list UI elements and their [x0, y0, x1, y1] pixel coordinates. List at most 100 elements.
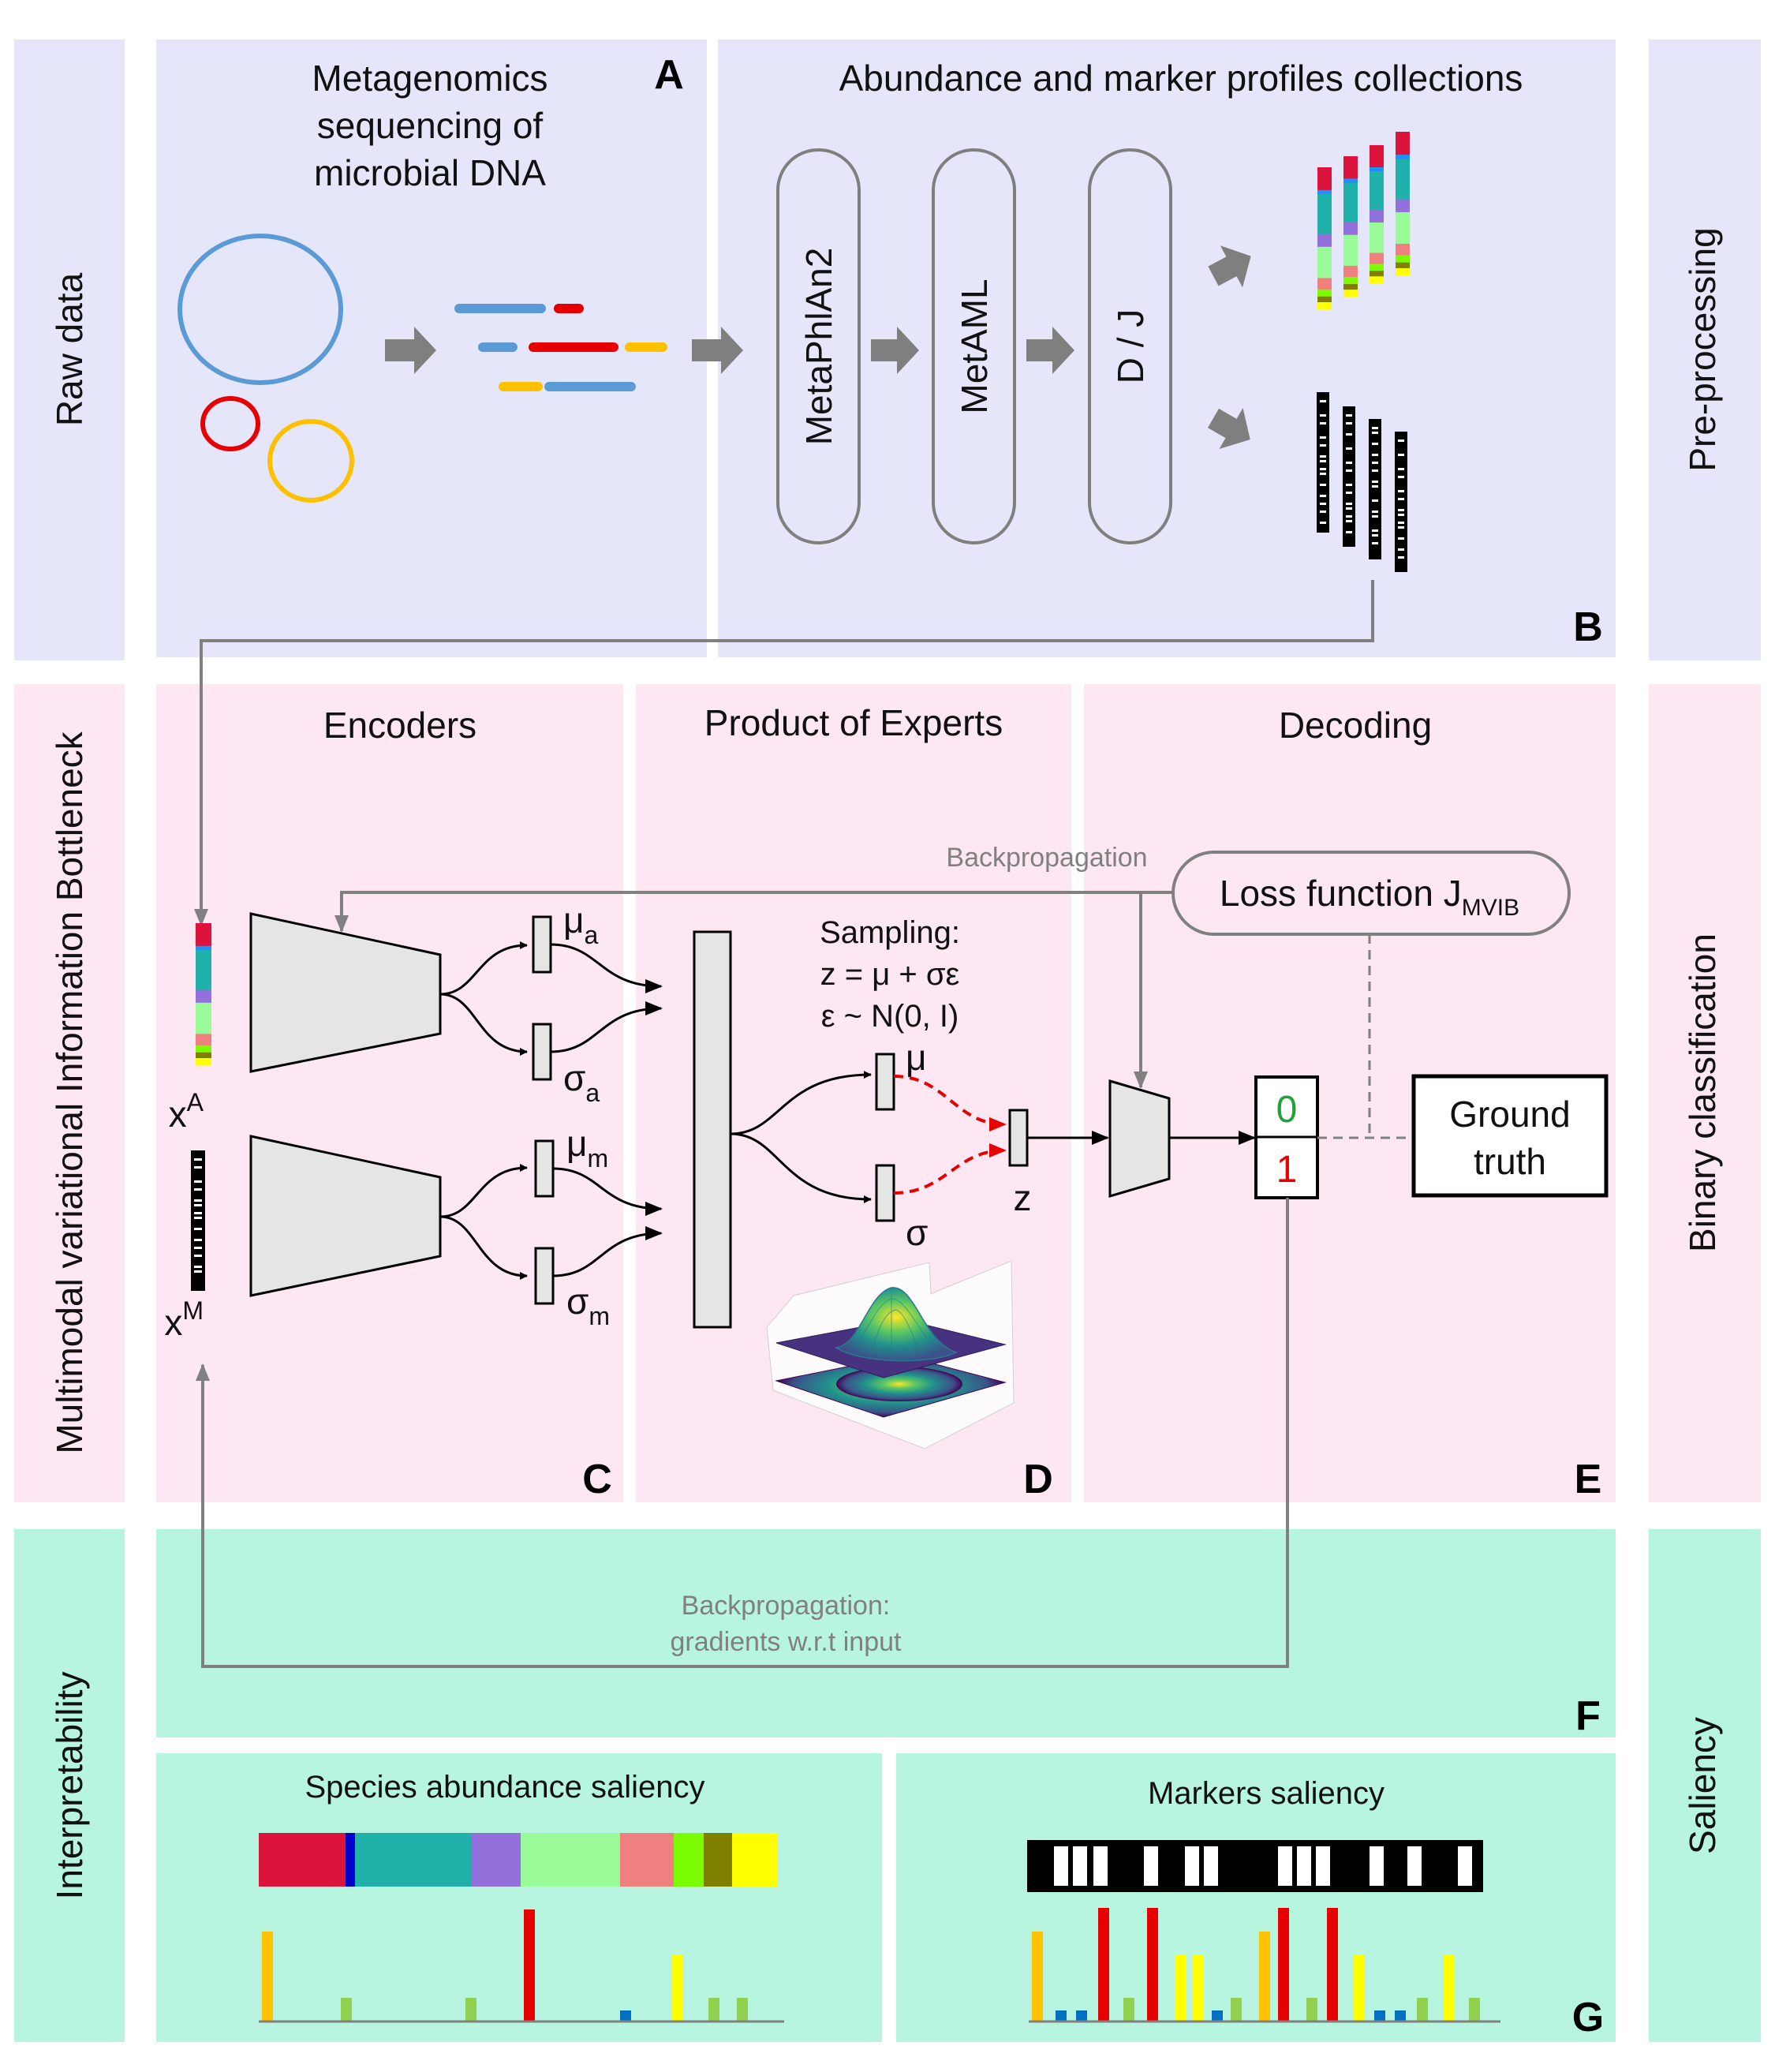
- ground-truth-box: [1411, 1074, 1609, 1198]
- stack-segment: [1343, 277, 1358, 285]
- marker-tick: [1372, 427, 1378, 429]
- marker-tick: [1372, 443, 1378, 445]
- marker-tick: [1372, 454, 1378, 456]
- marker-tick: [194, 1166, 202, 1169]
- stack-segment: [1343, 156, 1358, 179]
- marker-tick: [1372, 542, 1378, 544]
- marker-tick: [1346, 492, 1352, 494]
- marker-tick: [1372, 432, 1378, 434]
- species-segment: [620, 1833, 674, 1887]
- marker-presence-bar: [1027, 1840, 1483, 1892]
- marker-tick: [1320, 436, 1326, 439]
- marker-white-band: [1054, 1846, 1068, 1886]
- pre-processing-label: Pre-processing: [1682, 227, 1723, 471]
- marker-saliency-bar: [1278, 1908, 1289, 2022]
- marker-tick: [1398, 468, 1404, 470]
- species-saliency-bar: [737, 1998, 748, 2022]
- species-saliency-bar: [708, 1998, 719, 2022]
- stack-segment: [1317, 194, 1332, 218]
- stack-segment: [1343, 234, 1358, 252]
- species-saliency-bars: [262, 1909, 748, 2022]
- stack-segment: [1396, 243, 1410, 256]
- marker-tick: [1372, 529, 1378, 532]
- stack-segment: [1370, 193, 1384, 211]
- stack-segment: [1370, 271, 1384, 277]
- input-xa-label: xA: [169, 1088, 204, 1135]
- species-segment: [674, 1833, 704, 1887]
- marker-tick: [1346, 484, 1352, 486]
- panel-e-title: Decoding: [1279, 705, 1432, 746]
- connector-profiles-to-input: [194, 580, 1374, 926]
- poe-layer: [693, 930, 732, 1329]
- species-saliency-bar: [262, 1932, 273, 2022]
- marker-tick: [1320, 522, 1326, 524]
- stack-segment: [1396, 155, 1410, 160]
- joint-mu-label: μ: [906, 1037, 927, 1078]
- marker-saliency-bar: [1417, 1998, 1428, 2022]
- stack-segment: [1370, 276, 1384, 284]
- stack-segment: [196, 1045, 211, 1053]
- panel-d-letter: D: [1023, 1457, 1053, 1502]
- marker-tick: [1372, 515, 1378, 518]
- sampling-line-3: ε ~ N(0, I): [821, 999, 959, 1034]
- sigma-a-label: σa: [563, 1057, 600, 1107]
- marker-tick: [1320, 503, 1326, 505]
- marker-tick: [1398, 498, 1404, 500]
- dna-circle-yellow: [267, 419, 354, 503]
- stack-segment: [1396, 181, 1410, 200]
- stack-segment: [1317, 217, 1332, 235]
- marker-tick: [1320, 444, 1326, 447]
- marker-white-band: [1073, 1846, 1087, 1886]
- marker-saliency-bar: [1123, 1998, 1134, 2022]
- marker-tick: [1320, 414, 1326, 417]
- stack-segment: [1370, 223, 1384, 240]
- marker-saliency-bar: [1098, 1908, 1109, 2022]
- binary-classification-label: Binary classification: [1682, 933, 1723, 1252]
- interp-side-left: [14, 1529, 125, 2042]
- markers-saliency-title: Markers saliency: [1148, 1776, 1384, 1811]
- edge-enc-a-to-sigma: [439, 993, 528, 1056]
- panel-f-bg: [156, 1529, 1616, 1737]
- stack-segment: [1317, 234, 1332, 248]
- stack-segment: [1343, 252, 1358, 267]
- marker-white-band: [1316, 1846, 1330, 1886]
- stack-segment: [196, 973, 211, 991]
- marker-white-band: [1144, 1846, 1158, 1886]
- marker-tick: [1398, 537, 1404, 540]
- marker-white-band: [1204, 1846, 1218, 1886]
- marker-profile-stacks: [1317, 392, 1407, 572]
- arrow-down-right-icon: [1208, 408, 1250, 449]
- stack-segment: [1370, 171, 1384, 194]
- panel-g-left-bg: [156, 1753, 882, 2042]
- marker-tick: [1398, 476, 1404, 478]
- input-marker-vector: [191, 1150, 205, 1291]
- marker-tick: [1346, 515, 1352, 518]
- abundance-profile-stacks: [1317, 132, 1410, 310]
- pipeline-step-dj: [1088, 148, 1172, 544]
- gaussian-3d-plot: [766, 1260, 1015, 1449]
- arrow-up-right-icon: [1208, 245, 1251, 288]
- panel-g: Species abundance saliency Markers salie…: [259, 1770, 1604, 2040]
- mvib-side-left: [14, 684, 125, 1502]
- marker-tick: [1398, 509, 1404, 511]
- panel-d-title: Product of Experts: [704, 702, 1003, 743]
- species-abundance-bar: [259, 1833, 778, 1887]
- latent-sigma-a: [532, 1023, 552, 1081]
- marker-saliency-bar: [1147, 1908, 1158, 2022]
- marker-saliency-bar: [1354, 1955, 1365, 2022]
- marker-stack: [191, 1150, 205, 1291]
- marker-tick: [1346, 531, 1352, 533]
- mvib-side-right: [1649, 684, 1761, 1502]
- marker-white-band: [1370, 1846, 1384, 1886]
- stack-segment: [196, 923, 211, 947]
- stack-segment: [196, 1002, 211, 1020]
- encoder-markers: [249, 1135, 442, 1297]
- stack-segment: [1370, 167, 1384, 172]
- input-xm-label: xM: [164, 1296, 204, 1343]
- panel-f-backprop-line-1: Backpropagation:: [682, 1591, 891, 1621]
- loss-function-label: Loss function JMVIB: [1220, 873, 1519, 921]
- marker-tick: [1320, 400, 1326, 402]
- ground-truth-line-2: truth: [1474, 1141, 1546, 1182]
- stack-segment: [1317, 189, 1332, 195]
